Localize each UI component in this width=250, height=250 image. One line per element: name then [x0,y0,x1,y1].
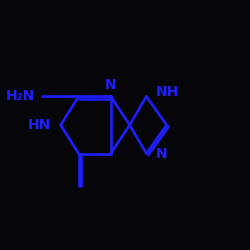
Text: HN: HN [28,118,51,132]
Text: H₂N: H₂N [5,90,34,104]
Text: NH: NH [156,85,179,99]
Text: N: N [105,78,117,92]
Text: N: N [156,146,168,160]
